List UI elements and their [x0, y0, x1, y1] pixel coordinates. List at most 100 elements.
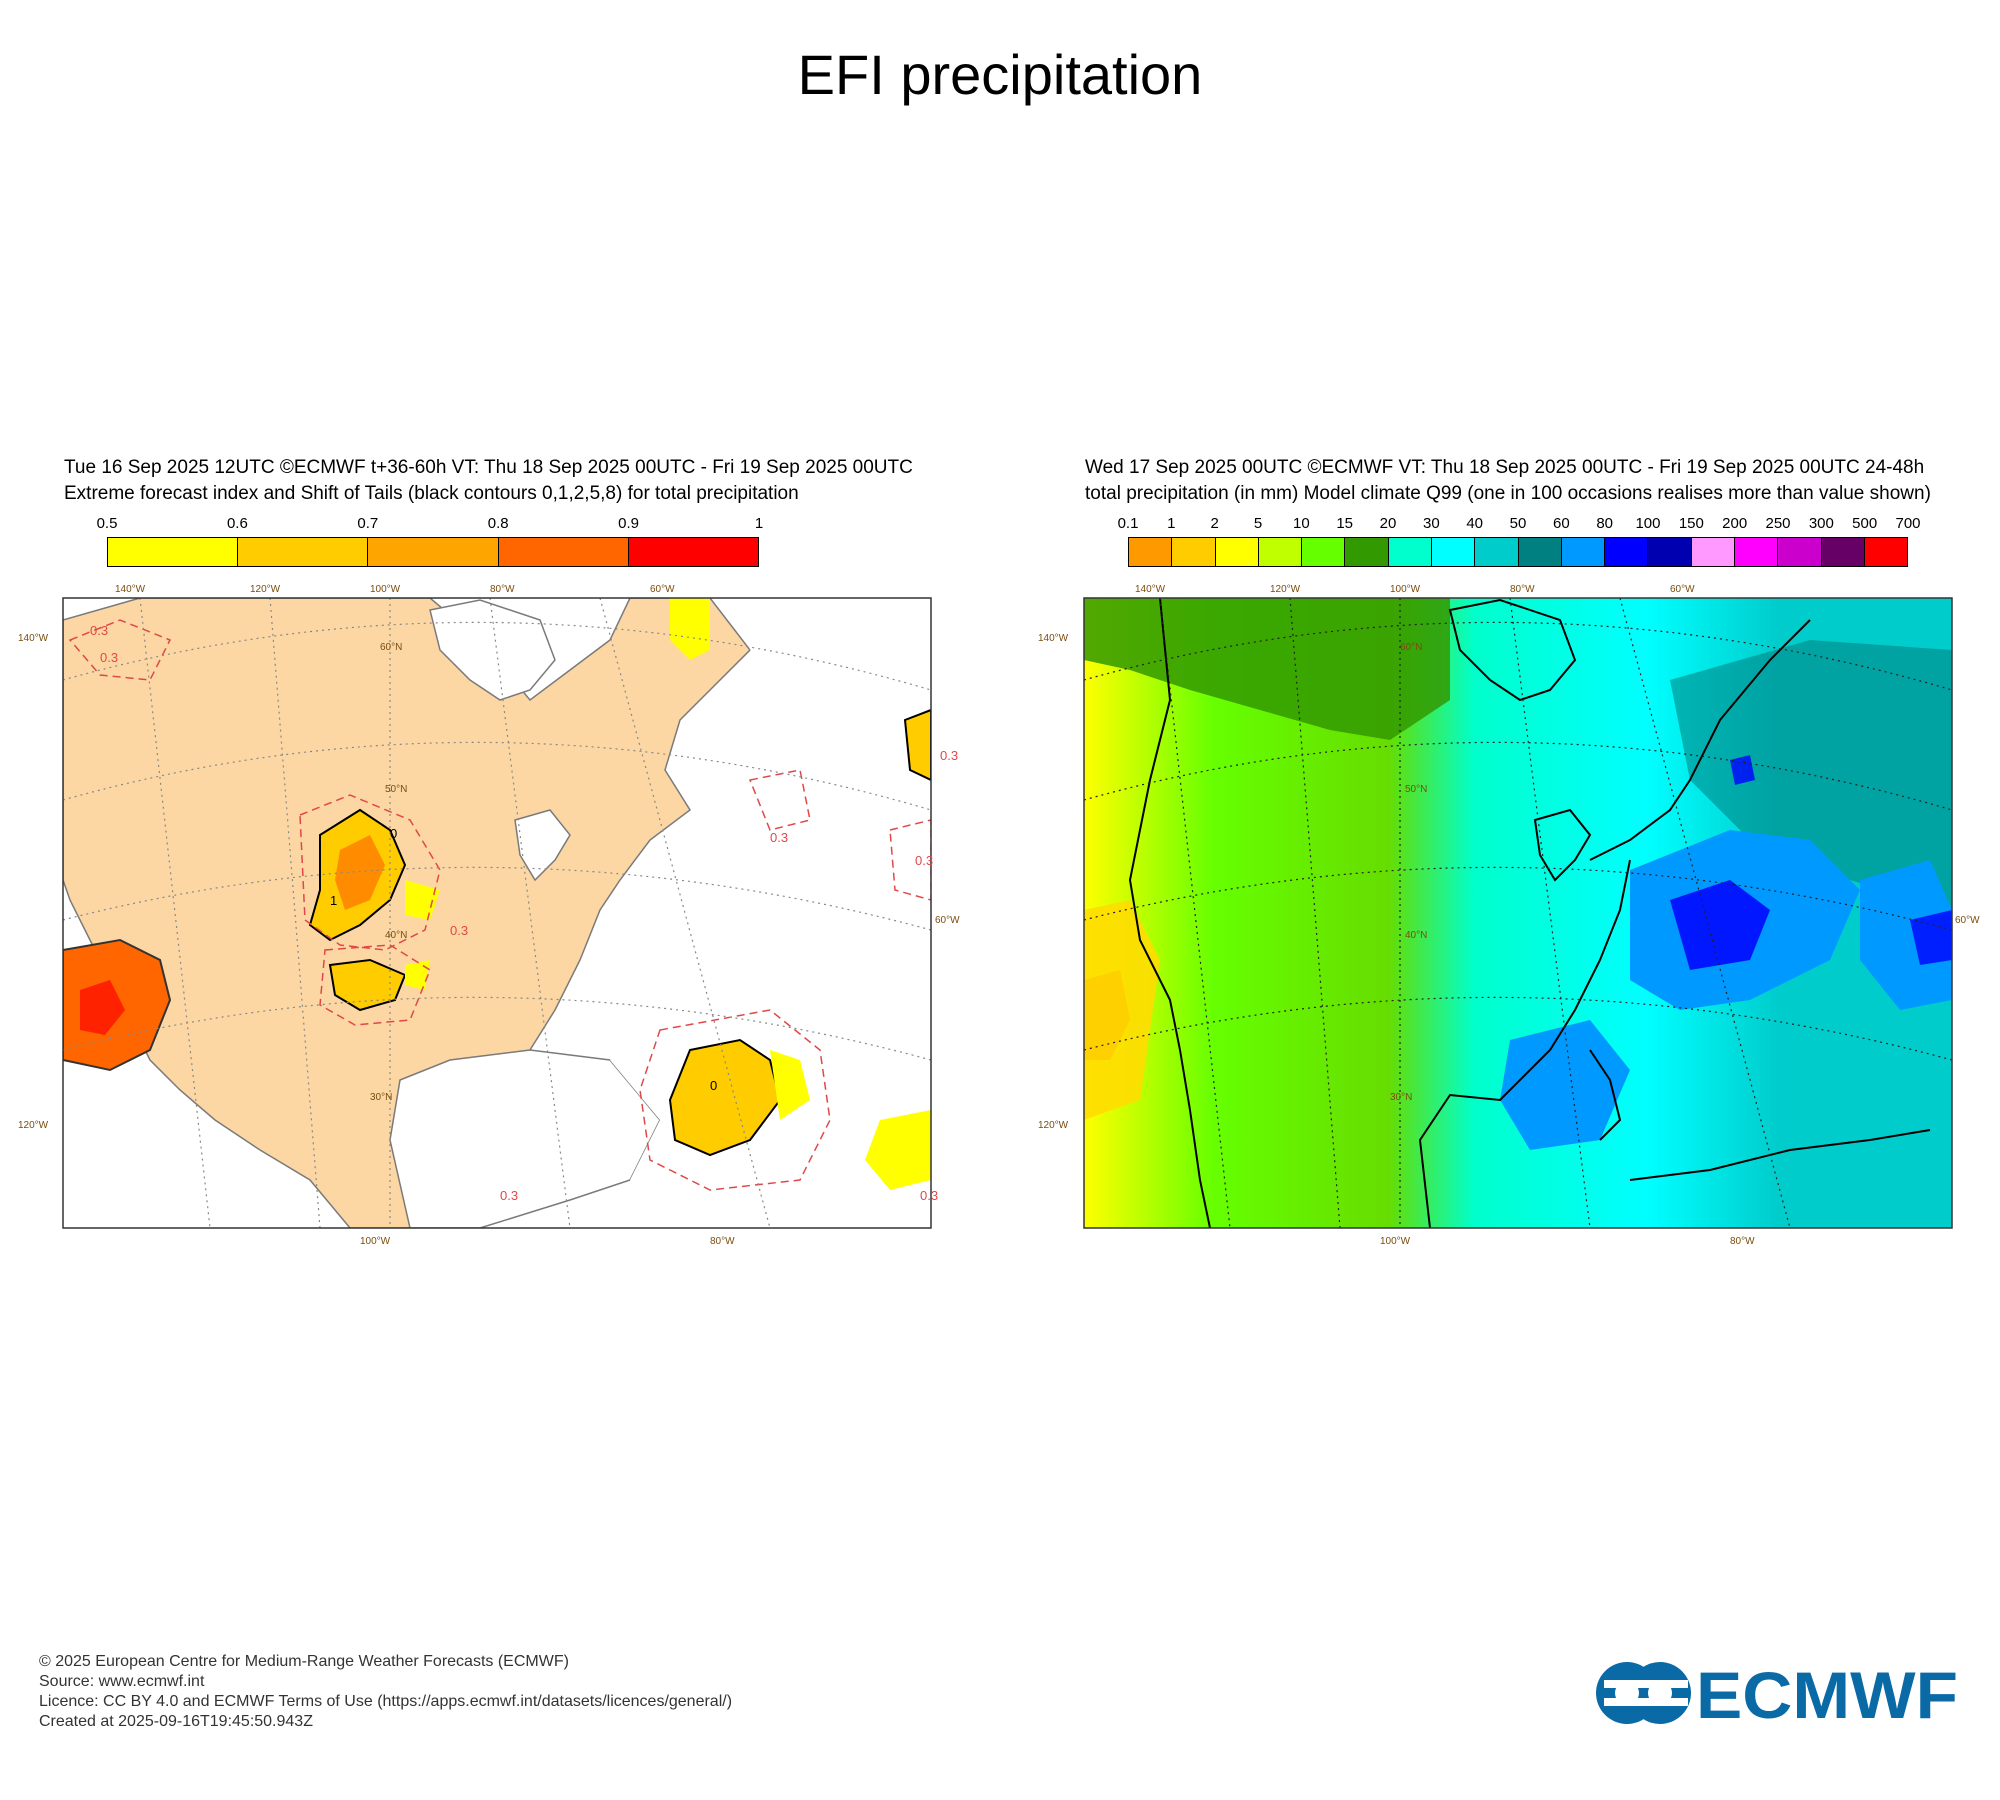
left-map-efi-blob-mid [328, 958, 407, 1012]
right-map-lon-label-top: 60°W [1670, 584, 1695, 595]
left-map-lon-label-top: 80°W [490, 584, 515, 595]
left-map-efi-blob-west-core [80, 980, 125, 1035]
right-map: 140°W 120°W 100°W 80°W 60°W 100°W 80°W 60°N 50°N… [1038, 584, 1980, 1247]
left-map-lon-label-top: 140°W [115, 584, 146, 595]
right-colorbar-swatch [1518, 538, 1562, 566]
right-colorbar-swatch [1605, 538, 1649, 566]
left-colorbar-label: 0.5 [96, 515, 118, 532]
left-colorbar-swatch [628, 538, 759, 566]
right-map-graticule [1084, 598, 1952, 1228]
right-colorbar-label: 200 [1722, 515, 1748, 532]
left-map-labels: 140°W 120°W 100°W 80°W 60°W 100°W 80°W 60°N 50°N… [18, 584, 960, 1247]
right-map-side-label-left: 120°W [1038, 1120, 1069, 1131]
footer: © 2025 European Centre for Medium-Range … [39, 1652, 732, 1732]
right-map-lat-label: 30°N [1390, 1092, 1412, 1103]
ecmwf-logo-text: ECMWF [1696, 1660, 1958, 1726]
left-map-lat-label: 40°N [385, 930, 407, 941]
left-map-efi-blob-north-core [335, 835, 385, 910]
right-map-lon-label-top: 140°W [1135, 584, 1166, 595]
right-colorbar-label: 500 [1852, 515, 1878, 532]
right-map-lat-label: 40°N [1405, 930, 1427, 941]
right-map-side-label-right: 60°W [1955, 915, 1980, 926]
right-map-blue-blob-2 [1670, 880, 1770, 970]
right-map-lon-label-bottom: 80°W [1730, 1236, 1755, 1247]
left-map-efi-blob-florida [668, 1038, 782, 1157]
left-map-side-label-left: 120°W [18, 1120, 49, 1131]
left-colorbar: 0.5 0.6 0.7 0.8 0.9 1 [97, 515, 763, 567]
right-map-orange-west [1084, 970, 1130, 1060]
right-map-lon-label-bottom: 100°W [1380, 1236, 1411, 1247]
right-colorbar-label: 30 [1422, 515, 1440, 532]
right-header-line2: total precipitation (in mm) Model climat… [1085, 483, 1931, 504]
right-colorbar-swatch [1172, 538, 1216, 566]
right-colorbar-label: 10 [1292, 515, 1310, 532]
left-map-dashed-contour-4 [68, 619, 172, 681]
right-colorbar-label: 100 [1635, 515, 1661, 532]
right-colorbar-swatch [1388, 538, 1432, 566]
left-map-contour-label: 0.3 [450, 923, 468, 938]
right-map-blue-blob-5 [1730, 755, 1952, 965]
right-map-lon-label-top: 100°W [1390, 584, 1421, 595]
right-panel-header: Wed 17 Sep 2025 00UTC ©ECMWF VT: Thu 18 … [1085, 455, 1931, 507]
left-map-efi-blob-top [670, 598, 710, 660]
left-map-contour-label: 0.3 [920, 1188, 938, 1203]
right-map-side-label-left: 140°W [1038, 633, 1069, 644]
right-colorbar-label: 20 [1379, 515, 1397, 532]
right-colorbar-swatch [1734, 538, 1779, 566]
left-map-contour-label: 0.3 [500, 1188, 518, 1203]
right-colorbar-label: 150 [1678, 515, 1704, 532]
right-colorbar-label: 60 [1552, 515, 1570, 532]
right-colorbar-swatch [1258, 538, 1303, 566]
left-colorbar-boxes [107, 537, 759, 567]
left-colorbar-labels: 0.5 0.6 0.7 0.8 0.9 1 [97, 515, 764, 535]
left-map-lon-label-top: 120°W [250, 584, 281, 595]
right-colorbar-swatch [1778, 538, 1822, 566]
right-colorbar-label: 2 [1210, 515, 1219, 532]
left-colorbar-label: 1 [754, 515, 764, 532]
ecmwf-logo-mark [1596, 1662, 1691, 1724]
right-map-lat-label: 50°N [1405, 784, 1427, 795]
left-map-side-label-right: 60°W [935, 915, 960, 926]
left-map-contour-label: 0 [710, 1078, 717, 1093]
left-panel-header: Tue 16 Sep 2025 12UTC ©ECMWF t+36-60h VT… [64, 455, 913, 507]
left-map-lon-label-top: 60°W [650, 584, 675, 595]
right-map-green-north [1084, 598, 1450, 740]
left-colorbar-swatch [368, 538, 499, 566]
left-colorbar-swatch [238, 538, 369, 566]
left-map-dashed-contour-3 [639, 1009, 831, 1191]
left-header-line1: Tue 16 Sep 2025 12UTC ©ECMWF t+36-60h VT… [64, 457, 913, 478]
page-title: EFI precipitation [797, 43, 1203, 106]
right-colorbar-label: 15 [1336, 515, 1353, 532]
right-colorbar-label: 50 [1509, 515, 1527, 532]
left-map-efi-blob-florida-yellow [770, 1050, 931, 1190]
left-map-contour-label: 0.3 [915, 853, 933, 868]
right-map-lat-label: 60°N [1400, 642, 1422, 653]
right-colorbar-swatch [1691, 538, 1735, 566]
right-map-blue-blob-4 [1500, 1020, 1630, 1150]
right-colorbar-label: 1 [1167, 515, 1176, 532]
left-map: 140°W 120°W 100°W 80°W 60°W 100°W 80°W 60°N 50°N… [18, 584, 960, 1247]
left-map-lat-label: 30°N [370, 1092, 392, 1103]
left-map-side-label-left: 140°W [18, 633, 49, 644]
left-map-contour-label: 0 [390, 826, 397, 841]
left-colorbar-swatch [108, 538, 239, 566]
right-map-blue-blob-3 [1860, 860, 1952, 1010]
right-map-lon-label-top: 80°W [1510, 584, 1535, 595]
left-map-dashed-contour-2 [319, 944, 431, 1026]
right-colorbar-boxes [1128, 537, 1908, 567]
right-map-labels: 140°W 120°W 100°W 80°W 60°W 100°W 80°W 60°N 50°N… [1038, 584, 1980, 1247]
left-colorbar-label: 0.9 [618, 515, 640, 532]
ecmwf-logo: ECMWF [1596, 1660, 1958, 1726]
right-colorbar-swatch [1821, 538, 1865, 566]
footer-copyright: © 2025 European Centre for Medium-Range … [39, 1653, 569, 1670]
right-header-line1: Wed 17 Sep 2025 00UTC ©ECMWF VT: Thu 18 … [1085, 457, 1925, 478]
left-colorbar-label: 0.7 [357, 515, 379, 532]
left-map-lon-label-bottom: 100°W [360, 1236, 391, 1247]
right-map-coastlines [1128, 598, 1931, 1228]
left-map-efi-blob-ne [903, 708, 931, 782]
right-colorbar-label: 5 [1253, 515, 1263, 532]
left-map-great-lakes [514, 809, 571, 882]
right-colorbar-label: 80 [1596, 515, 1613, 532]
left-map-dashed-contour-1 [299, 794, 441, 951]
left-header-line2: Extreme forecast index and Shift of Tail… [64, 483, 799, 504]
